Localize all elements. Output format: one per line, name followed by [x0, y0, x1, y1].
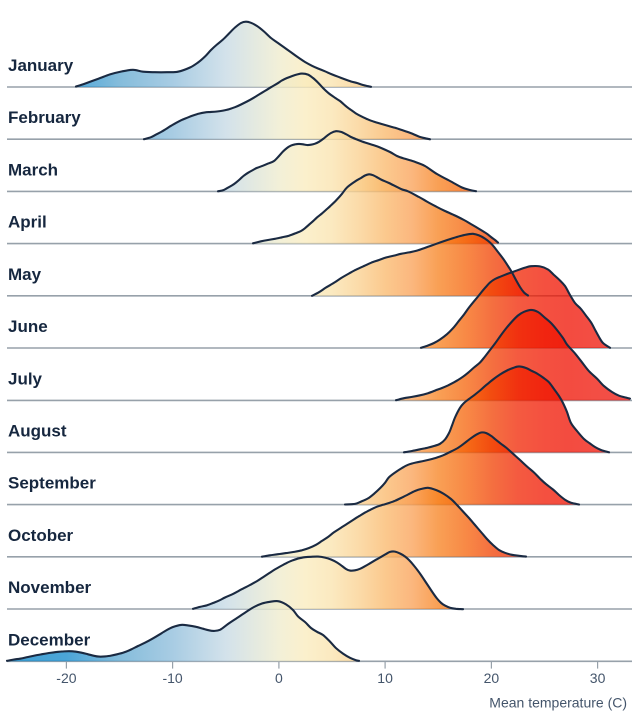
svg-text:October: October	[8, 526, 74, 545]
svg-text:10: 10	[377, 670, 393, 686]
svg-text:20: 20	[484, 670, 500, 686]
svg-text:0: 0	[275, 670, 283, 686]
svg-text:February: February	[8, 108, 81, 127]
svg-text:-20: -20	[56, 670, 76, 686]
svg-text:Mean temperature (C): Mean temperature (C)	[489, 695, 627, 711]
svg-text:September: September	[8, 474, 96, 493]
svg-text:30: 30	[590, 670, 606, 686]
svg-text:April: April	[8, 213, 47, 232]
svg-text:May: May	[8, 265, 42, 284]
svg-text:June: June	[8, 317, 48, 336]
svg-text:March: March	[8, 160, 58, 179]
svg-text:November: November	[8, 578, 92, 597]
svg-text:July: July	[8, 369, 43, 388]
svg-text:-10: -10	[162, 670, 182, 686]
svg-text:January: January	[8, 56, 74, 75]
svg-text:August: August	[8, 421, 67, 440]
svg-text:December: December	[8, 630, 91, 649]
